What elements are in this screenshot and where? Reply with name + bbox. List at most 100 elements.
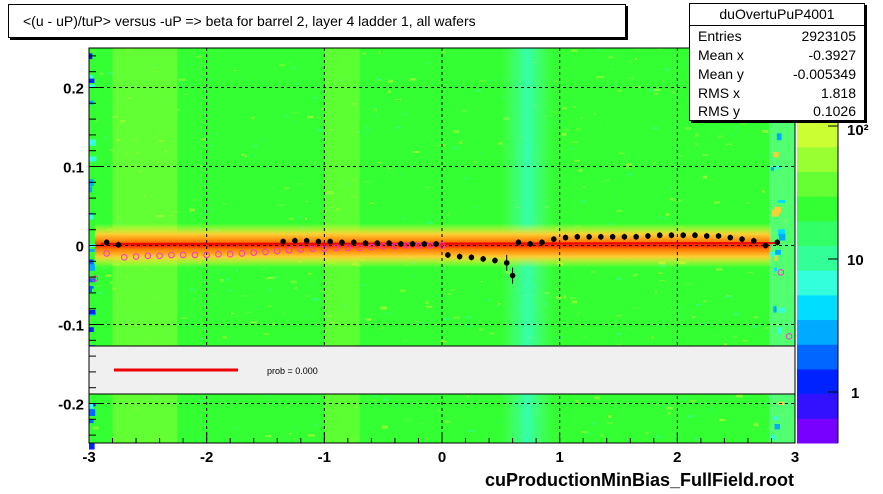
profile-magenta-point [391,242,399,250]
stats-row-mean-x: Mean x -0.3927 [698,47,856,65]
profile-black-point [645,233,651,239]
profile-black-point [562,234,569,241]
x-tick-label: 1 [555,449,563,466]
x-tick-label: -3 [82,449,95,466]
palette-swatch [797,344,838,370]
profile-black-point [492,257,498,264]
x-tick-label: -2 [200,449,213,466]
profile-black-point [751,237,757,244]
profile-black-point [586,234,592,240]
fit-legend: prob = 0.000 [88,345,796,395]
y-tick-label: 0.1 [63,160,84,177]
profile-magenta-point [309,245,316,252]
profile-black-point [727,234,734,241]
profile-black-point [774,239,781,246]
profile-black-point [303,237,310,244]
palette-swatch [797,146,838,172]
profile-black-point [503,260,510,266]
x-tick-label: -1 [318,449,331,466]
palette-swatch [797,418,838,444]
stats-row-rms-x: RMS x 1.818 [698,85,856,103]
profile-magenta-point [344,244,352,252]
profile-black-point [315,238,322,245]
profile-black-point [280,238,286,245]
stats-value: 2923105 [801,28,856,44]
y-tick-label: -0.2 [58,397,84,414]
profile-black-point [398,241,404,247]
stats-label: Entries [698,28,742,44]
profile-magenta-point [297,246,305,253]
profile-black-point [292,237,298,244]
profile-magenta-point [285,246,293,254]
palette-tick-label: 10² [847,122,869,139]
profile-black-point [409,241,416,247]
stats-row-entries: Entries 2923105 [698,28,856,46]
profile-magenta-point [168,251,175,259]
stats-label: Mean y [698,66,744,82]
stats-value: 0.1026 [813,103,856,119]
profile-magenta-point [438,242,446,249]
x-tick-label: 0 [438,449,446,466]
stats-label: Mean x [698,47,744,63]
palette-swatch [797,368,838,395]
y-tick-label: -0.1 [58,318,84,335]
profile-magenta-point [238,250,246,257]
profile-magenta-point [103,250,110,257]
profile-black-point [574,234,581,240]
profile-black-point [715,233,722,239]
stats-histogram-name: duOvertuPuP4001 [719,6,835,22]
profile-black-point [445,252,451,258]
profile-black-point [480,256,486,262]
profile-black-point [692,232,698,239]
stats-value: 1.818 [820,85,856,101]
stats-row-mean-y: Mean y -0.005349 [698,66,856,84]
footer-filename: cuProductionMinBias_FullField.root [485,470,795,490]
stats-label: RMS x [698,85,740,101]
profile-magenta-point [91,275,99,282]
profile-black-point [539,239,545,246]
profile-black-point [609,234,616,240]
profile-magenta-point [415,242,422,249]
profile-magenta-point [785,333,793,340]
palette-swatch [797,393,838,419]
profile-black-point [456,253,463,260]
x-tick-label: 3 [791,449,799,466]
profile-black-point [115,241,122,248]
profile-magenta-point [273,247,281,255]
profile-magenta-point [379,242,387,250]
stats-value: -0.005349 [792,66,856,82]
profile-black-point [739,236,745,242]
profile-black-point [527,241,534,247]
palette-swatch [797,270,838,296]
y-tick-label: 0 [76,239,84,256]
profile-magenta-point [356,244,363,252]
profile-magenta-point [215,250,222,258]
stats-value: -0.3927 [808,47,856,63]
profile-magenta-point [132,253,140,260]
profile-black-point [386,240,392,246]
profile-magenta-point [332,244,340,252]
fit-legend-label: prob = 0.000 [267,366,318,376]
stats-separator [690,25,864,26]
profile-magenta-point [321,245,328,252]
palette-tick-label: 1 [851,385,859,402]
fit-line [100,242,778,245]
profile-magenta-point [403,242,411,249]
palette-swatch [797,196,838,222]
profile-black-point [350,239,357,246]
palette-swatch [797,245,838,271]
profile-black-point [656,232,663,239]
x-tick-label: 2 [673,449,681,466]
profile-magenta-point [179,251,187,259]
profile-magenta-point [203,251,210,259]
palette-tick-label: 10 [847,252,864,269]
profile-black-point [468,254,475,261]
title-box: <(u - uP)/tuP> versus -uP => beta for ba… [8,4,626,38]
profile-black-point [680,232,687,239]
profile-magenta-point [250,249,258,256]
profile-magenta-point [226,250,234,258]
profile-black-point [703,233,710,239]
palette-swatch [797,171,838,197]
profile-magenta-point [144,252,152,260]
